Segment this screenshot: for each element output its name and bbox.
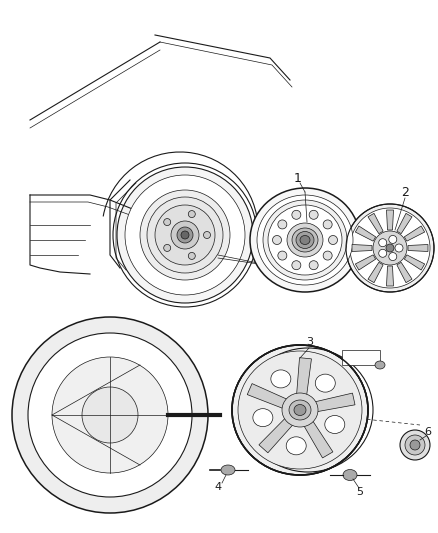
Ellipse shape (379, 239, 387, 247)
Ellipse shape (82, 387, 138, 443)
Ellipse shape (282, 393, 318, 427)
Ellipse shape (181, 231, 189, 239)
Polygon shape (247, 384, 288, 409)
Polygon shape (397, 213, 412, 233)
Ellipse shape (286, 437, 306, 455)
Ellipse shape (250, 188, 360, 292)
Ellipse shape (52, 357, 168, 473)
Polygon shape (368, 262, 383, 282)
Polygon shape (408, 245, 428, 252)
Ellipse shape (117, 167, 253, 303)
Ellipse shape (389, 236, 397, 244)
Ellipse shape (373, 231, 407, 265)
Polygon shape (355, 226, 376, 241)
Ellipse shape (410, 440, 420, 450)
Ellipse shape (323, 220, 332, 229)
Text: 5: 5 (357, 487, 364, 497)
Ellipse shape (188, 253, 195, 260)
Ellipse shape (323, 251, 332, 260)
Ellipse shape (164, 245, 171, 252)
Ellipse shape (289, 400, 311, 420)
Ellipse shape (405, 435, 425, 455)
Ellipse shape (232, 345, 368, 475)
Text: 1: 1 (294, 172, 302, 184)
Ellipse shape (171, 221, 199, 249)
Ellipse shape (309, 261, 318, 270)
Ellipse shape (386, 244, 394, 252)
Ellipse shape (272, 236, 282, 245)
Polygon shape (404, 226, 425, 241)
Ellipse shape (292, 228, 318, 252)
Text: 3: 3 (307, 337, 314, 347)
Ellipse shape (12, 317, 208, 513)
Ellipse shape (125, 175, 245, 295)
Polygon shape (386, 266, 393, 286)
Ellipse shape (140, 190, 230, 280)
Ellipse shape (155, 205, 215, 265)
Polygon shape (259, 417, 294, 453)
Ellipse shape (268, 205, 342, 275)
Ellipse shape (294, 405, 306, 416)
Ellipse shape (177, 227, 193, 243)
Ellipse shape (379, 249, 387, 257)
Ellipse shape (278, 251, 287, 260)
Text: 2: 2 (401, 187, 409, 199)
Polygon shape (368, 213, 383, 233)
Ellipse shape (28, 333, 192, 497)
Ellipse shape (343, 470, 357, 481)
Ellipse shape (346, 204, 434, 292)
Ellipse shape (325, 416, 345, 433)
Ellipse shape (253, 409, 273, 426)
Ellipse shape (395, 244, 403, 252)
Polygon shape (386, 210, 393, 230)
Ellipse shape (278, 220, 287, 229)
Ellipse shape (400, 430, 430, 460)
Polygon shape (297, 358, 311, 397)
Text: 4: 4 (215, 482, 222, 492)
Ellipse shape (292, 211, 301, 219)
Ellipse shape (221, 465, 235, 475)
Ellipse shape (204, 231, 211, 238)
Ellipse shape (300, 236, 310, 245)
Polygon shape (404, 255, 425, 270)
Ellipse shape (296, 231, 314, 248)
FancyBboxPatch shape (342, 350, 380, 365)
Polygon shape (314, 393, 355, 412)
Ellipse shape (350, 208, 430, 288)
Ellipse shape (375, 361, 385, 369)
Ellipse shape (389, 253, 397, 261)
Text: 6: 6 (424, 427, 431, 437)
Ellipse shape (147, 197, 223, 273)
Polygon shape (352, 245, 372, 252)
Ellipse shape (309, 211, 318, 219)
Polygon shape (397, 262, 412, 282)
Ellipse shape (315, 374, 336, 392)
Ellipse shape (263, 200, 347, 280)
Ellipse shape (188, 211, 195, 217)
Ellipse shape (238, 351, 362, 469)
Polygon shape (355, 255, 376, 270)
Polygon shape (303, 419, 333, 458)
Ellipse shape (328, 236, 338, 245)
Ellipse shape (164, 219, 171, 225)
Ellipse shape (257, 195, 353, 285)
Ellipse shape (287, 223, 323, 257)
Ellipse shape (271, 370, 291, 388)
Ellipse shape (292, 261, 301, 270)
